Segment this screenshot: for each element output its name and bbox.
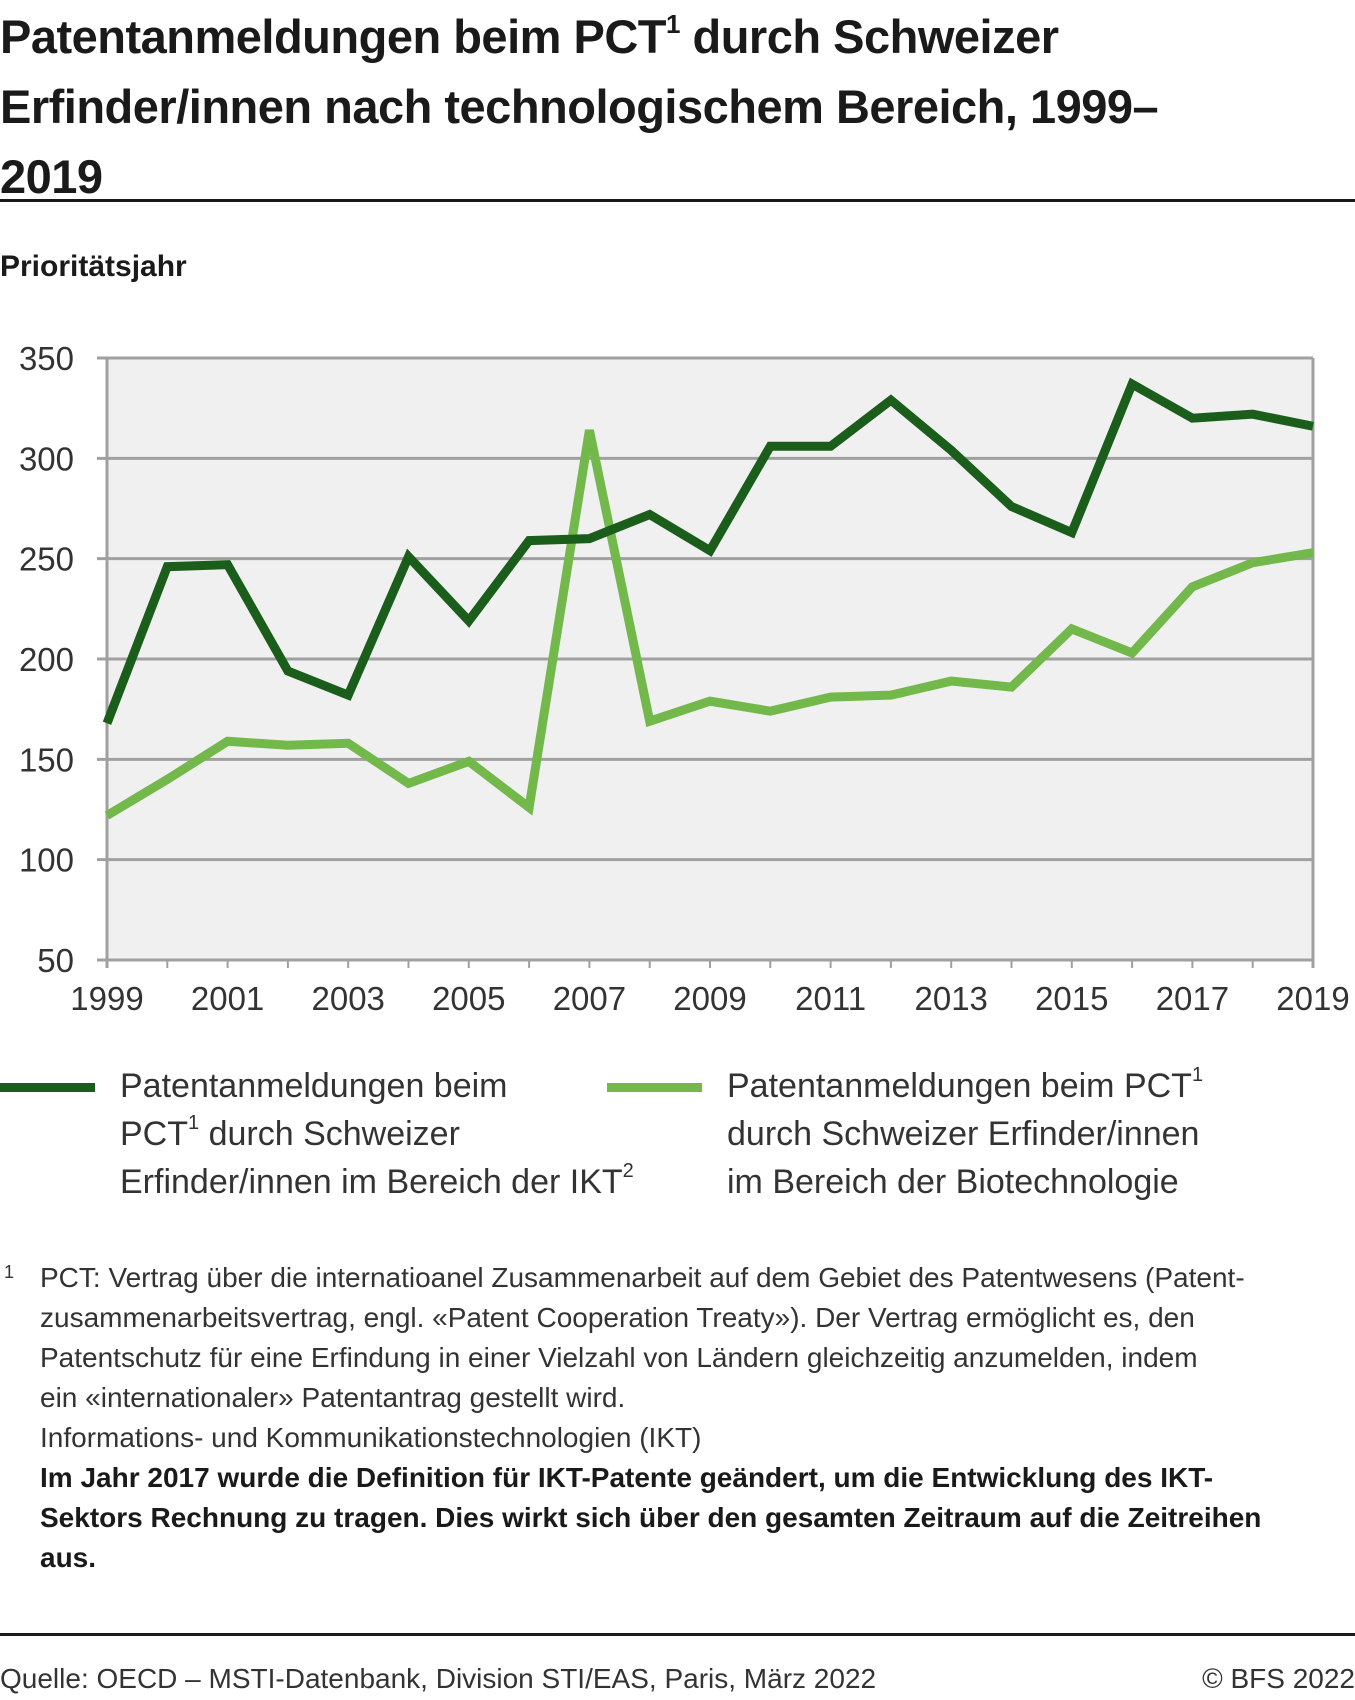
footnote-2: Informations- und Kommunikationstechnolo… <box>40 1422 702 1453</box>
legend-item-bio: Patentanmeldungen beim PCT1 durch Schwei… <box>727 1062 1203 1206</box>
legend-text: im Bereich der Biotechnologie <box>727 1163 1179 1201</box>
series-lines <box>102 377 1314 820</box>
footnote-line: Patentschutz für eine Erfindung in einer… <box>40 1342 1198 1373</box>
footnote-line: ein «internationaler» Patentantrag geste… <box>40 1382 626 1413</box>
title-footnote-marker: 1 <box>665 9 680 39</box>
axis-caption: Prioritätsjahr <box>0 250 187 283</box>
chart-title: Patentanmeldungen beim PCT1 durch Schwei… <box>0 2 1180 212</box>
title-divider <box>0 199 1355 202</box>
copyright: © BFS 2022 <box>1202 1663 1355 1694</box>
legend-text: Patentanmeldungen beim PCT <box>727 1067 1192 1105</box>
footer-divider <box>0 1633 1355 1636</box>
y-axis-ticks: 50 100 150 200 250 300 350 <box>19 340 74 979</box>
x-tick-label: 2019 <box>1276 980 1349 1017</box>
footnote-marker: 1 <box>188 1112 200 1134</box>
footnote-marker: 2 <box>622 1160 634 1182</box>
x-axis-ticks: 1999 2001 2003 2005 2007 2009 2011 2013 2015 2017… <box>70 960 1350 1017</box>
y-tick-label: 150 <box>19 741 74 778</box>
x-tick-label: 2005 <box>432 980 505 1017</box>
y-tick-label: 250 <box>19 541 74 578</box>
x-tick-label: 1999 <box>70 980 143 1017</box>
y-tick-label: 350 <box>19 340 74 377</box>
x-tick-label: 2009 <box>673 980 746 1017</box>
footnote-marker: 1 <box>1191 1064 1204 1086</box>
note-bold-line: aus. <box>40 1542 97 1573</box>
x-tick-label: 2017 <box>1156 980 1229 1017</box>
gridlines <box>97 356 1315 968</box>
y-tick-label: 50 <box>37 942 74 979</box>
y-tick-label: 100 <box>19 842 74 879</box>
x-tick-label: 2011 <box>795 980 866 1017</box>
line-chart: 50 100 150 200 250 300 350 1999 2001 2003 2005 200… <box>19 340 1350 1017</box>
series-line <box>102 377 1314 725</box>
legend-text: durch Schweizer Erfinder/innen <box>727 1115 1200 1153</box>
x-tick-label: 2001 <box>191 980 264 1017</box>
note-bold-line: Sektors Rechnung zu tragen. Dies wirkt s… <box>40 1502 1262 1533</box>
legend-item-ikt: Patentanmeldungen beim PCT1 durch Schwei… <box>120 1062 634 1206</box>
y-tick-label: 200 <box>19 641 74 678</box>
footnote-line: zusammenarbeitsvertrag, engl. «Patent Co… <box>40 1302 1195 1333</box>
note-bold-line: Im Jahr 2017 wurde die Definition für IK… <box>40 1462 1214 1493</box>
footnote-line: PCT: Vertrag über die internatioanel Zus… <box>40 1262 1245 1293</box>
footnote-1: PCT: Vertrag über die internatioanel Zus… <box>40 1258 1350 1578</box>
x-tick-label: 2007 <box>553 980 626 1017</box>
source-note: Quelle: OECD – MSTI-Datenbank, Division … <box>0 1663 877 1694</box>
x-tick-label: 2015 <box>1035 980 1108 1017</box>
legend-text: PCT <box>120 1115 188 1153</box>
footnote-marker-1: 1 <box>4 1262 15 1282</box>
legend-text: Erfinder/innen im Bereich der IKT <box>120 1163 623 1201</box>
series-line <box>104 429 1314 820</box>
y-tick-label: 300 <box>19 440 74 477</box>
legend-text: durch Schweizer <box>199 1115 460 1153</box>
title-text: Patentanmeldungen beim PCT <box>0 10 666 63</box>
x-tick-label: 2003 <box>311 980 384 1017</box>
x-tick-label: 2013 <box>914 980 987 1017</box>
legend-swatch-bio <box>607 1083 702 1092</box>
title-text-cont: durch Schweizer Erfinder/innen nach tech… <box>0 10 1159 203</box>
legend-text: Patentanmeldungen beim <box>120 1067 508 1105</box>
legend-swatch-ikt <box>0 1083 95 1092</box>
